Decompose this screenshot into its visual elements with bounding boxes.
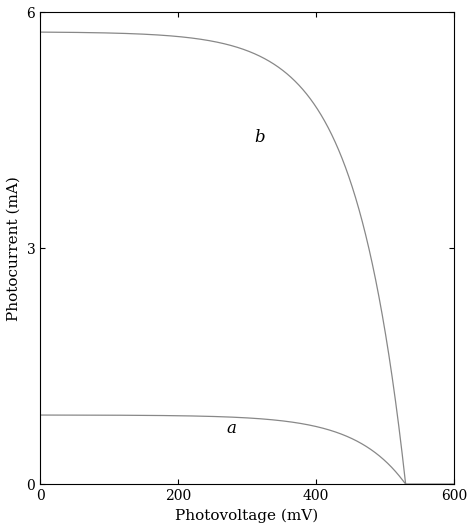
Text: a: a [226, 420, 236, 437]
Y-axis label: Photocurrent (mA): Photocurrent (mA) [7, 176, 21, 321]
X-axis label: Photovoltage (mV): Photovoltage (mV) [175, 509, 319, 523]
Text: b: b [254, 129, 264, 146]
